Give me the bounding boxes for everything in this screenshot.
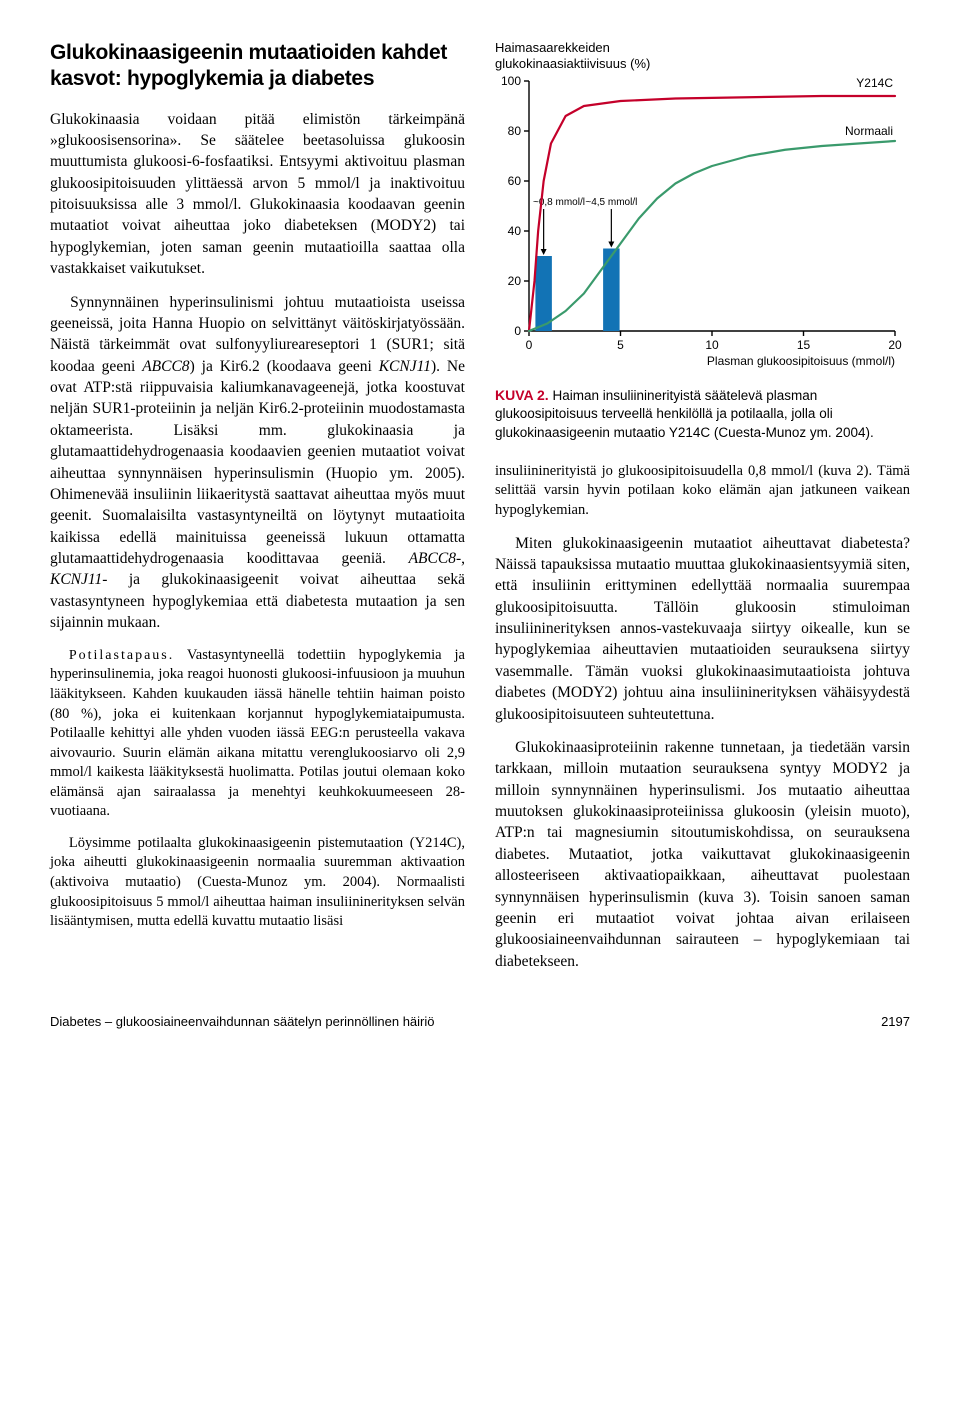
chart-title-line: glukokinaasiaktiivisuus (%) bbox=[495, 56, 650, 71]
page: Glukokinaasigeenin mutaatioiden kahdet k… bbox=[0, 0, 960, 1059]
svg-text:5: 5 bbox=[617, 338, 624, 352]
running-head: Diabetes – glukoosiaineenvaihdunnan säät… bbox=[50, 1014, 435, 1029]
svg-text:Normaali: Normaali bbox=[845, 124, 893, 138]
figure-caption: KUVA 2. Haiman insuliininerityistä sääte… bbox=[495, 386, 910, 442]
svg-text:Y214C: Y214C bbox=[856, 76, 893, 90]
svg-text:20: 20 bbox=[508, 274, 522, 288]
svg-text:15: 15 bbox=[797, 338, 811, 352]
text-span: -, bbox=[456, 550, 465, 567]
page-number: 2197 bbox=[881, 1014, 910, 1029]
chart: 0 20 40 60 80 100 0 5 10 15 20 Plasman glukoosipito… bbox=[495, 73, 910, 378]
svg-text:60: 60 bbox=[508, 174, 522, 188]
svg-text:~4,5 mmol/l: ~4,5 mmol/l bbox=[585, 197, 637, 208]
svg-text:80: 80 bbox=[508, 124, 522, 138]
case-paragraph: Potilastapaus. Vastasyntyneellä todettii… bbox=[50, 646, 465, 822]
svg-text:20: 20 bbox=[888, 338, 902, 352]
case-paragraph: Löysimme potilaalta glukokinaasigeenin p… bbox=[50, 834, 465, 932]
text-span: ). Ne ovat ATP:stä riippuvaisia kaliumka… bbox=[50, 358, 465, 567]
case-text: Vastasyntyneellä todettiin hypoglykemia … bbox=[50, 647, 465, 820]
svg-text:Plasman glukoosipitoisuus (mmo: Plasman glukoosipitoisuus (mmol/l) bbox=[707, 354, 895, 368]
figure-caption-text: Haiman insuliininerityistä säätelevä pla… bbox=[495, 388, 874, 439]
chart-y-axis-title: Haimasaarekkeiden glukokinaasiaktiivisuu… bbox=[495, 40, 910, 71]
gene-name: ABCC8 bbox=[409, 550, 456, 567]
svg-text:0: 0 bbox=[514, 324, 521, 338]
figure-label: KUVA 2. bbox=[495, 387, 549, 403]
paragraph: Glukokinaasia voidaan pitää elimistön tä… bbox=[50, 109, 465, 280]
text-span: ) ja Kir6.2 (koodaava geeni bbox=[190, 358, 379, 375]
chart-svg: 0 20 40 60 80 100 0 5 10 15 20 Plasman glukoosipito… bbox=[495, 73, 905, 373]
gene-name: ABCC8 bbox=[142, 358, 189, 375]
chart-title-line: Haimasaarekkeiden bbox=[495, 40, 610, 55]
gene-name: KCNJ11 bbox=[379, 358, 431, 375]
text-span: - ja glukokinaasigeenit voivat aiheuttaa… bbox=[50, 571, 465, 631]
paragraph: Synnynnäinen hyperinsulinismi johtuu mut… bbox=[50, 292, 465, 634]
svg-text:100: 100 bbox=[501, 74, 521, 88]
page-footer: Diabetes – glukoosiaineenvaihdunnan säät… bbox=[50, 1014, 910, 1029]
column-container: Glukokinaasigeenin mutaatioiden kahdet k… bbox=[50, 40, 910, 984]
paragraph: Glukokinaasiproteiinin rakenne tunnetaan… bbox=[495, 737, 910, 972]
paragraph: insuliininerityistä jo glukoosipitoisuud… bbox=[495, 462, 910, 521]
svg-text:0: 0 bbox=[526, 338, 533, 352]
case-label: Potilastapaus. bbox=[69, 648, 174, 663]
right-column: Haimasaarekkeiden glukokinaasiaktiivisuu… bbox=[495, 40, 910, 984]
paragraph: Miten glukokinaasigeenin mutaatiot aiheu… bbox=[495, 533, 910, 725]
svg-text:10: 10 bbox=[705, 338, 719, 352]
gene-name: KCNJ11 bbox=[50, 571, 102, 588]
section-heading: Glukokinaasigeenin mutaatioiden kahdet k… bbox=[50, 40, 465, 93]
left-column: Glukokinaasigeenin mutaatioiden kahdet k… bbox=[50, 40, 465, 984]
svg-text:40: 40 bbox=[508, 224, 522, 238]
